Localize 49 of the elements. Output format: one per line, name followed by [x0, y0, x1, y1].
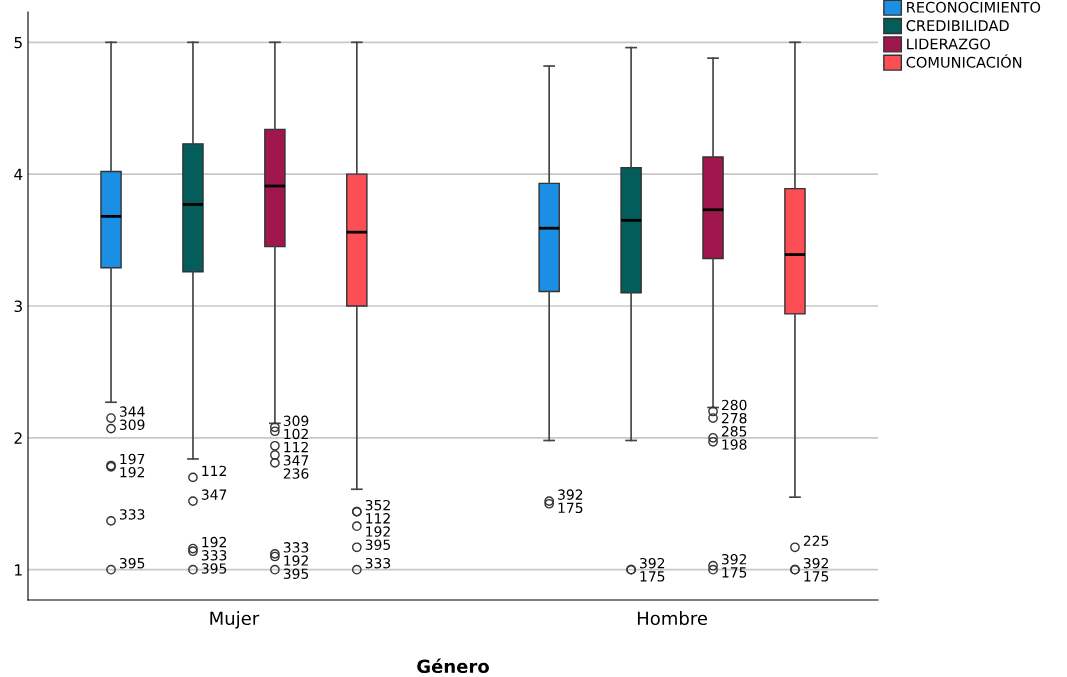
x-tick-label: Mujer — [210, 611, 260, 629]
annotation: 197 — [120, 453, 145, 465]
annotation: 309 — [283, 415, 309, 427]
annotation: 395 — [119, 557, 145, 569]
annotation: 175 — [640, 571, 665, 582]
annotation: 175 — [558, 502, 583, 514]
annotation: 278 — [721, 412, 747, 424]
annotation: 392 — [640, 557, 665, 569]
annotation: 395 — [201, 563, 227, 574]
annotation: 112 — [202, 465, 226, 476]
annotation: 112 — [284, 441, 308, 453]
annotation: 344 — [119, 406, 145, 417]
annotation: 333 — [365, 557, 391, 569]
annotation: 392 — [803, 557, 828, 569]
annotation: 285 — [721, 426, 747, 437]
legend-label: CREDIBILIDAD — [906, 20, 1009, 32]
annotation: 395 — [283, 568, 309, 579]
annotation: 198 — [722, 439, 747, 450]
annotation: 236 — [283, 468, 309, 479]
x-axis-title: Género — [417, 658, 489, 674]
annotation: 112 — [366, 513, 390, 524]
y-tick-label: 2 — [14, 432, 22, 444]
annotation: 395 — [365, 539, 391, 550]
annotation: 102 — [284, 428, 308, 440]
annotation: 392 — [721, 553, 747, 565]
annotation: 175 — [722, 567, 747, 578]
y-tick-label: 3 — [14, 300, 22, 313]
legend-label: LIDERAZGO — [907, 38, 991, 50]
annotation: 347 — [201, 489, 227, 500]
annotation: 175 — [804, 571, 829, 582]
y-tick-label: 4 — [14, 168, 23, 180]
annotation: 392 — [558, 489, 583, 500]
annotation: 192 — [202, 536, 226, 548]
x-tick-label: Hombre — [637, 611, 708, 626]
annotation: 347 — [283, 455, 309, 466]
y-tick-label: 1 — [15, 564, 22, 576]
annotation: 192 — [120, 466, 145, 478]
annotation: 309 — [119, 419, 145, 430]
annotation: 352 — [365, 499, 390, 511]
annotation: 333 — [119, 509, 145, 520]
annotation: 280 — [721, 399, 747, 411]
annotation: 333 — [283, 542, 309, 553]
legend-label: COMUNICACIÓN — [906, 54, 1022, 68]
annotation: 192 — [366, 526, 390, 537]
legend-label: RECONOCIMIENTO — [907, 1, 1041, 13]
annotation: 192 — [284, 555, 308, 566]
annotation: 333 — [201, 550, 227, 561]
y-tick-label: 5 — [14, 36, 22, 49]
annotation: 225 — [803, 535, 829, 547]
